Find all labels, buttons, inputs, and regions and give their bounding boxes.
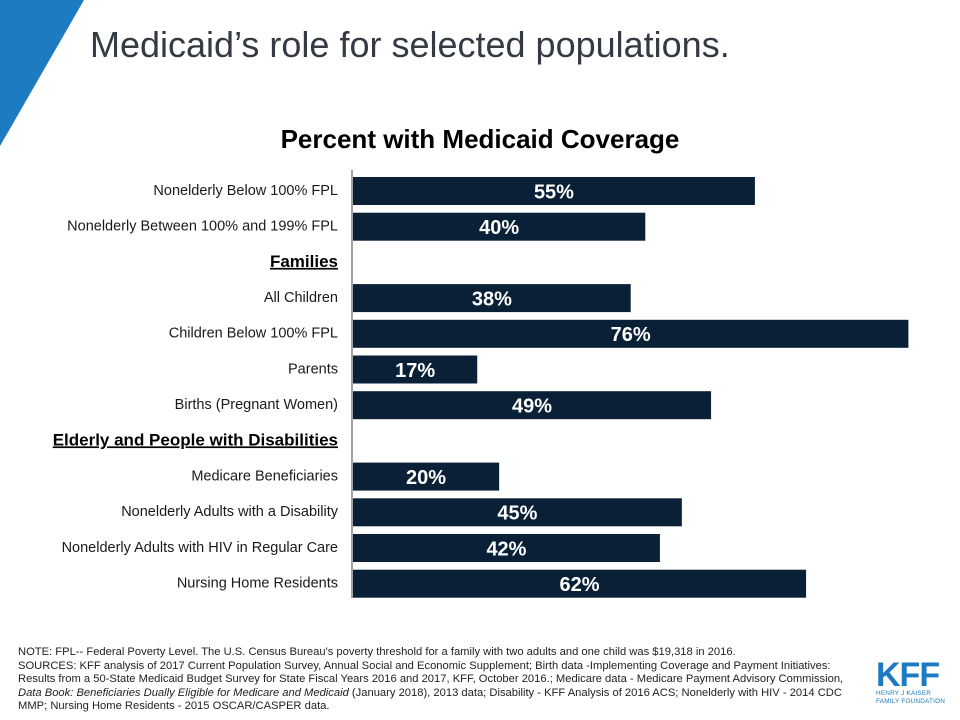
bar-children-below-100-fpl [353,319,909,348]
data-label-births-pregnant-women: 49% [512,395,552,417]
bar-nonelderly-adults-with-hiv-in-regular-care [353,534,660,562]
kff-logo: KFF HENRY J KAISER FAMILY FOUNDATION [876,656,946,705]
bar-all-children [353,284,631,313]
category-label-nonelderly-below-100-fpl: Nonelderly Below 100% FPL [153,183,338,199]
category-label-nonelderly-between-100-and-199-fpl: Nonelderly Between 100% and 199% FPL [67,219,338,235]
data-label-nonelderly-adults-with-a-disability: 45% [497,503,537,525]
footnotes: NOTE: FPL-- Federal Poverty Level. The U… [18,646,858,714]
category-label-children-below-100-fpl: Children Below 100% FPL [169,326,338,342]
data-label-all-children: 38% [472,288,512,310]
chart-title: Percent with Medicaid Coverage [280,124,680,154]
data-label-nursing-home-residents: 62% [560,574,600,596]
category-label-nursing-home-residents: Nursing Home Residents [177,576,338,592]
kff-logo-line2: FAMILY FOUNDATION [876,697,946,705]
category-label-medicare-beneficiaries: Medicare Beneficiaries [191,468,338,484]
group-label-elderly-and-people-with-disabilities: Elderly and People with Disabilities [53,430,338,449]
bar-births-pregnant-women [353,391,712,420]
sources-text: SOURCES: KFF analysis of 2017 Current Po… [18,660,858,714]
data-label-parents: 17% [395,360,435,382]
corner-accent-shape [0,0,84,146]
sources-text-part2: (January 2018), 2013 data; Disability - … [18,686,842,713]
category-label-parents: Parents [288,361,338,377]
bar-parents [353,355,478,384]
category-label-births-pregnant-women: Births (Pregnant Women) [175,397,338,413]
data-label-nonelderly-below-100-fpl: 55% [534,181,574,203]
note-text: NOTE: FPL-- Federal Poverty Level. The U… [18,646,736,658]
sources-text-italic: Data Book: Beneficiaries Dually Eligible… [18,686,349,699]
category-label-all-children: All Children [264,290,338,306]
bar-nonelderly-below-100-fpl [353,177,755,205]
sources-text-part1: SOURCES: KFF analysis of 2017 Current Po… [18,659,844,686]
slide-title: Medicaid’s role for selected populations… [90,24,730,65]
kff-logo-line1: HENRY J KAISER [876,690,932,697]
category-label-nonelderly-adults-with-a-disability: Nonelderly Adults with a Disability [121,504,339,520]
kff-logo-mark: KFF [876,656,940,694]
data-label-nonelderly-between-100-and-199-fpl: 40% [479,217,519,239]
bar-chart: Nonelderly Below 100% FPL 55% Nonelderly B… [53,170,909,598]
bar-nonelderly-between-100-and-199-fpl [353,212,646,241]
data-label-children-below-100-fpl: 76% [611,324,651,346]
group-label-families: Families [270,252,338,271]
bar-nursing-home-residents [353,569,807,598]
bar-medicare-beneficiaries [353,462,500,491]
bar-nonelderly-adults-with-a-disability [353,498,682,527]
data-label-nonelderly-adults-with-hiv-in-regular-care: 42% [486,538,526,560]
category-label-nonelderly-adults-with-hiv-in-regular-care: Nonelderly Adults with HIV in Regular Ca… [62,540,338,556]
data-label-medicare-beneficiaries: 20% [406,467,446,489]
